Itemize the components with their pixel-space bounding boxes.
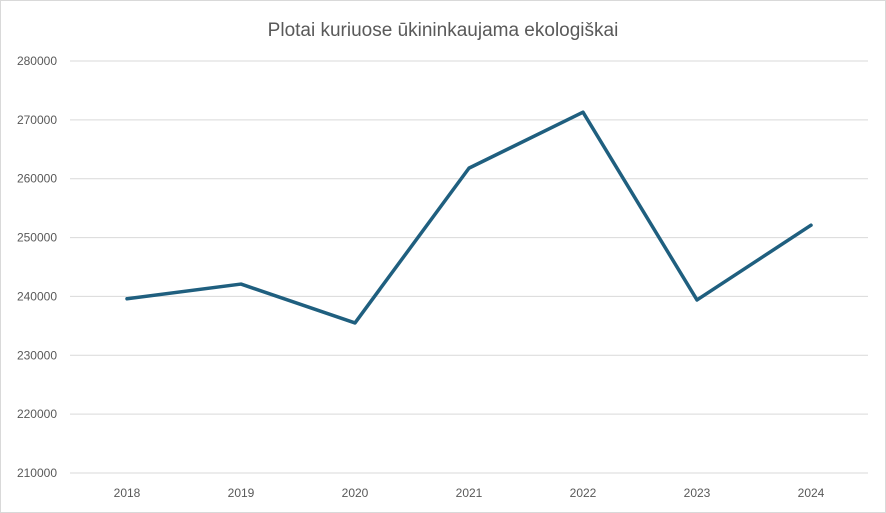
- y-tick-label: 220000: [17, 407, 57, 421]
- x-tick-label: 2022: [570, 486, 597, 500]
- series-group: [125, 110, 813, 325]
- chart-title: Plotai kuriuose ūkininkaujama ekologiška…: [268, 20, 619, 41]
- x-tick-label: 2018: [114, 486, 141, 500]
- y-tick-label: 270000: [17, 113, 57, 127]
- y-tick-label: 230000: [17, 348, 57, 362]
- x-axis-labels: 2018 2019 2020 2021 2022 2023 2024: [114, 486, 825, 500]
- y-tick-label: 210000: [17, 466, 57, 480]
- y-tick-label: 240000: [17, 289, 57, 303]
- x-tick-label: 2024: [798, 486, 825, 500]
- y-tick-label: 250000: [17, 231, 57, 245]
- data-point: [809, 223, 813, 227]
- data-point: [353, 321, 357, 325]
- y-tick-label: 280000: [17, 54, 57, 68]
- data-point: [467, 166, 471, 170]
- x-tick-label: 2020: [342, 486, 369, 500]
- y-tick-label: 260000: [17, 172, 57, 186]
- x-tick-label: 2023: [684, 486, 711, 500]
- x-tick-label: 2021: [456, 486, 483, 500]
- gridlines: [70, 60, 868, 474]
- data-point: [125, 297, 129, 301]
- data-point: [581, 110, 585, 114]
- y-axis-labels: 210000 220000 230000 240000 250000 260000 2700…: [17, 54, 57, 480]
- x-tick-label: 2019: [228, 486, 255, 500]
- series-line: [125, 110, 813, 325]
- data-point: [239, 282, 243, 286]
- data-point: [695, 298, 699, 302]
